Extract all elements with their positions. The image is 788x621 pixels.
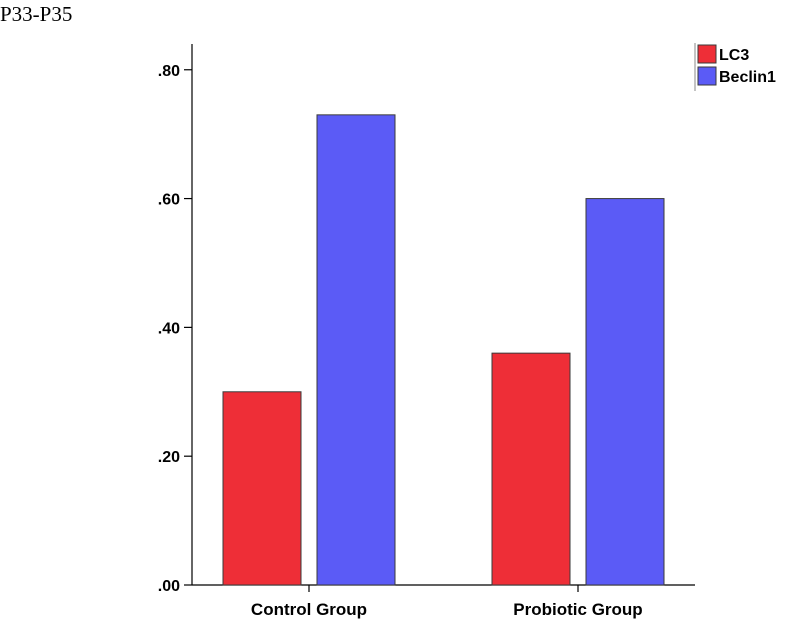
bar-lc3-control <box>222 391 302 586</box>
y-tick-label: .40 <box>158 320 180 337</box>
legend-swatch <box>697 66 717 86</box>
legend-label: LC3 <box>719 47 749 64</box>
page-title: P33-P35 <box>0 2 73 26</box>
chart-axes: .00 .20 .40 .60 .80 Control Group Probiotic Gr… <box>158 44 695 619</box>
chart-legend: LC3 Beclin1 <box>694 43 776 91</box>
chart-bars <box>222 114 665 586</box>
bar-lc3-probiotic <box>491 352 571 586</box>
bar-beclin1-control <box>316 114 396 586</box>
y-tick-label: .80 <box>158 63 180 80</box>
y-tick-label: .60 <box>158 192 180 209</box>
y-tick-label: .20 <box>158 449 180 466</box>
x-tick-label: Probiotic Group <box>513 600 642 619</box>
x-tick-label: Control Group <box>251 600 367 619</box>
legend-label: Beclin1 <box>719 69 776 86</box>
legend-swatch <box>697 44 717 64</box>
bar-beclin1-probiotic <box>585 198 665 586</box>
y-tick-label: .00 <box>158 578 180 595</box>
